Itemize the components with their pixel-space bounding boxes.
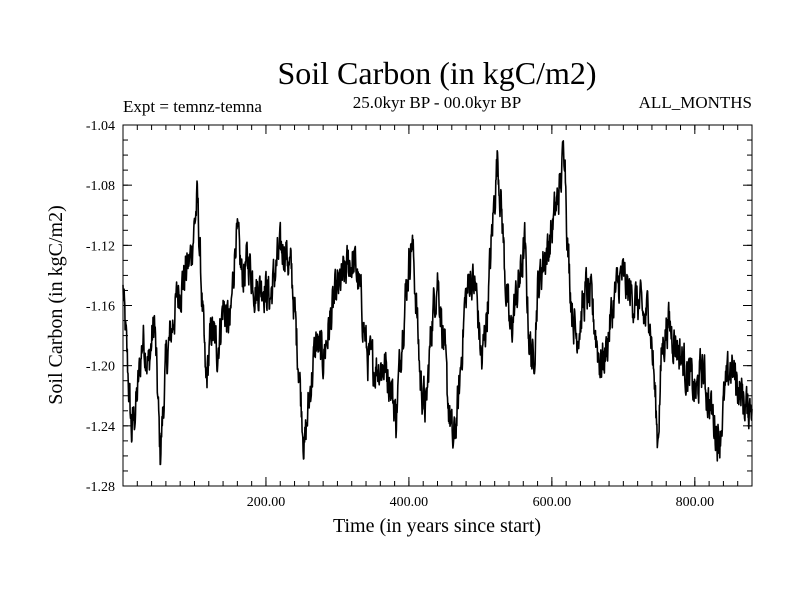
x-tick-label: 400.00	[390, 495, 429, 510]
y-axis-label: Soil Carbon (in kgC/m2)	[45, 205, 67, 404]
y-tick-label: -1.04	[86, 119, 115, 134]
y-tick-label: -1.24	[86, 420, 115, 435]
chart-subtitle: 25.0kyr BP - 00.0kyr BP	[353, 93, 521, 112]
chart-title: Soil Carbon (in kgC/m2)	[277, 55, 596, 91]
y-tick-label: -1.28	[86, 480, 115, 495]
series-layer	[122, 140, 753, 466]
y-tick-label: -1.16	[86, 300, 115, 315]
x-axis-label: Time (in years since start)	[333, 515, 541, 537]
axis-tick-labels: -1.04 -1.08 -1.12 -1.16 -1.20 -1.24 -1.28 200.0…	[86, 119, 714, 510]
series-line	[122, 140, 753, 466]
plot-frame	[122, 124, 753, 487]
x-tick-label: 800.00	[676, 495, 715, 510]
experiment-label: Expt = temnz-temna	[123, 97, 262, 116]
y-tick-label: -1.20	[86, 360, 115, 375]
x-tick-label: 600.00	[533, 495, 572, 510]
season-label: ALL_MONTHS	[639, 93, 752, 112]
y-tick-label: -1.08	[86, 179, 115, 194]
x-tick-label: 200.00	[247, 495, 286, 510]
y-tick-label: -1.12	[86, 239, 115, 254]
